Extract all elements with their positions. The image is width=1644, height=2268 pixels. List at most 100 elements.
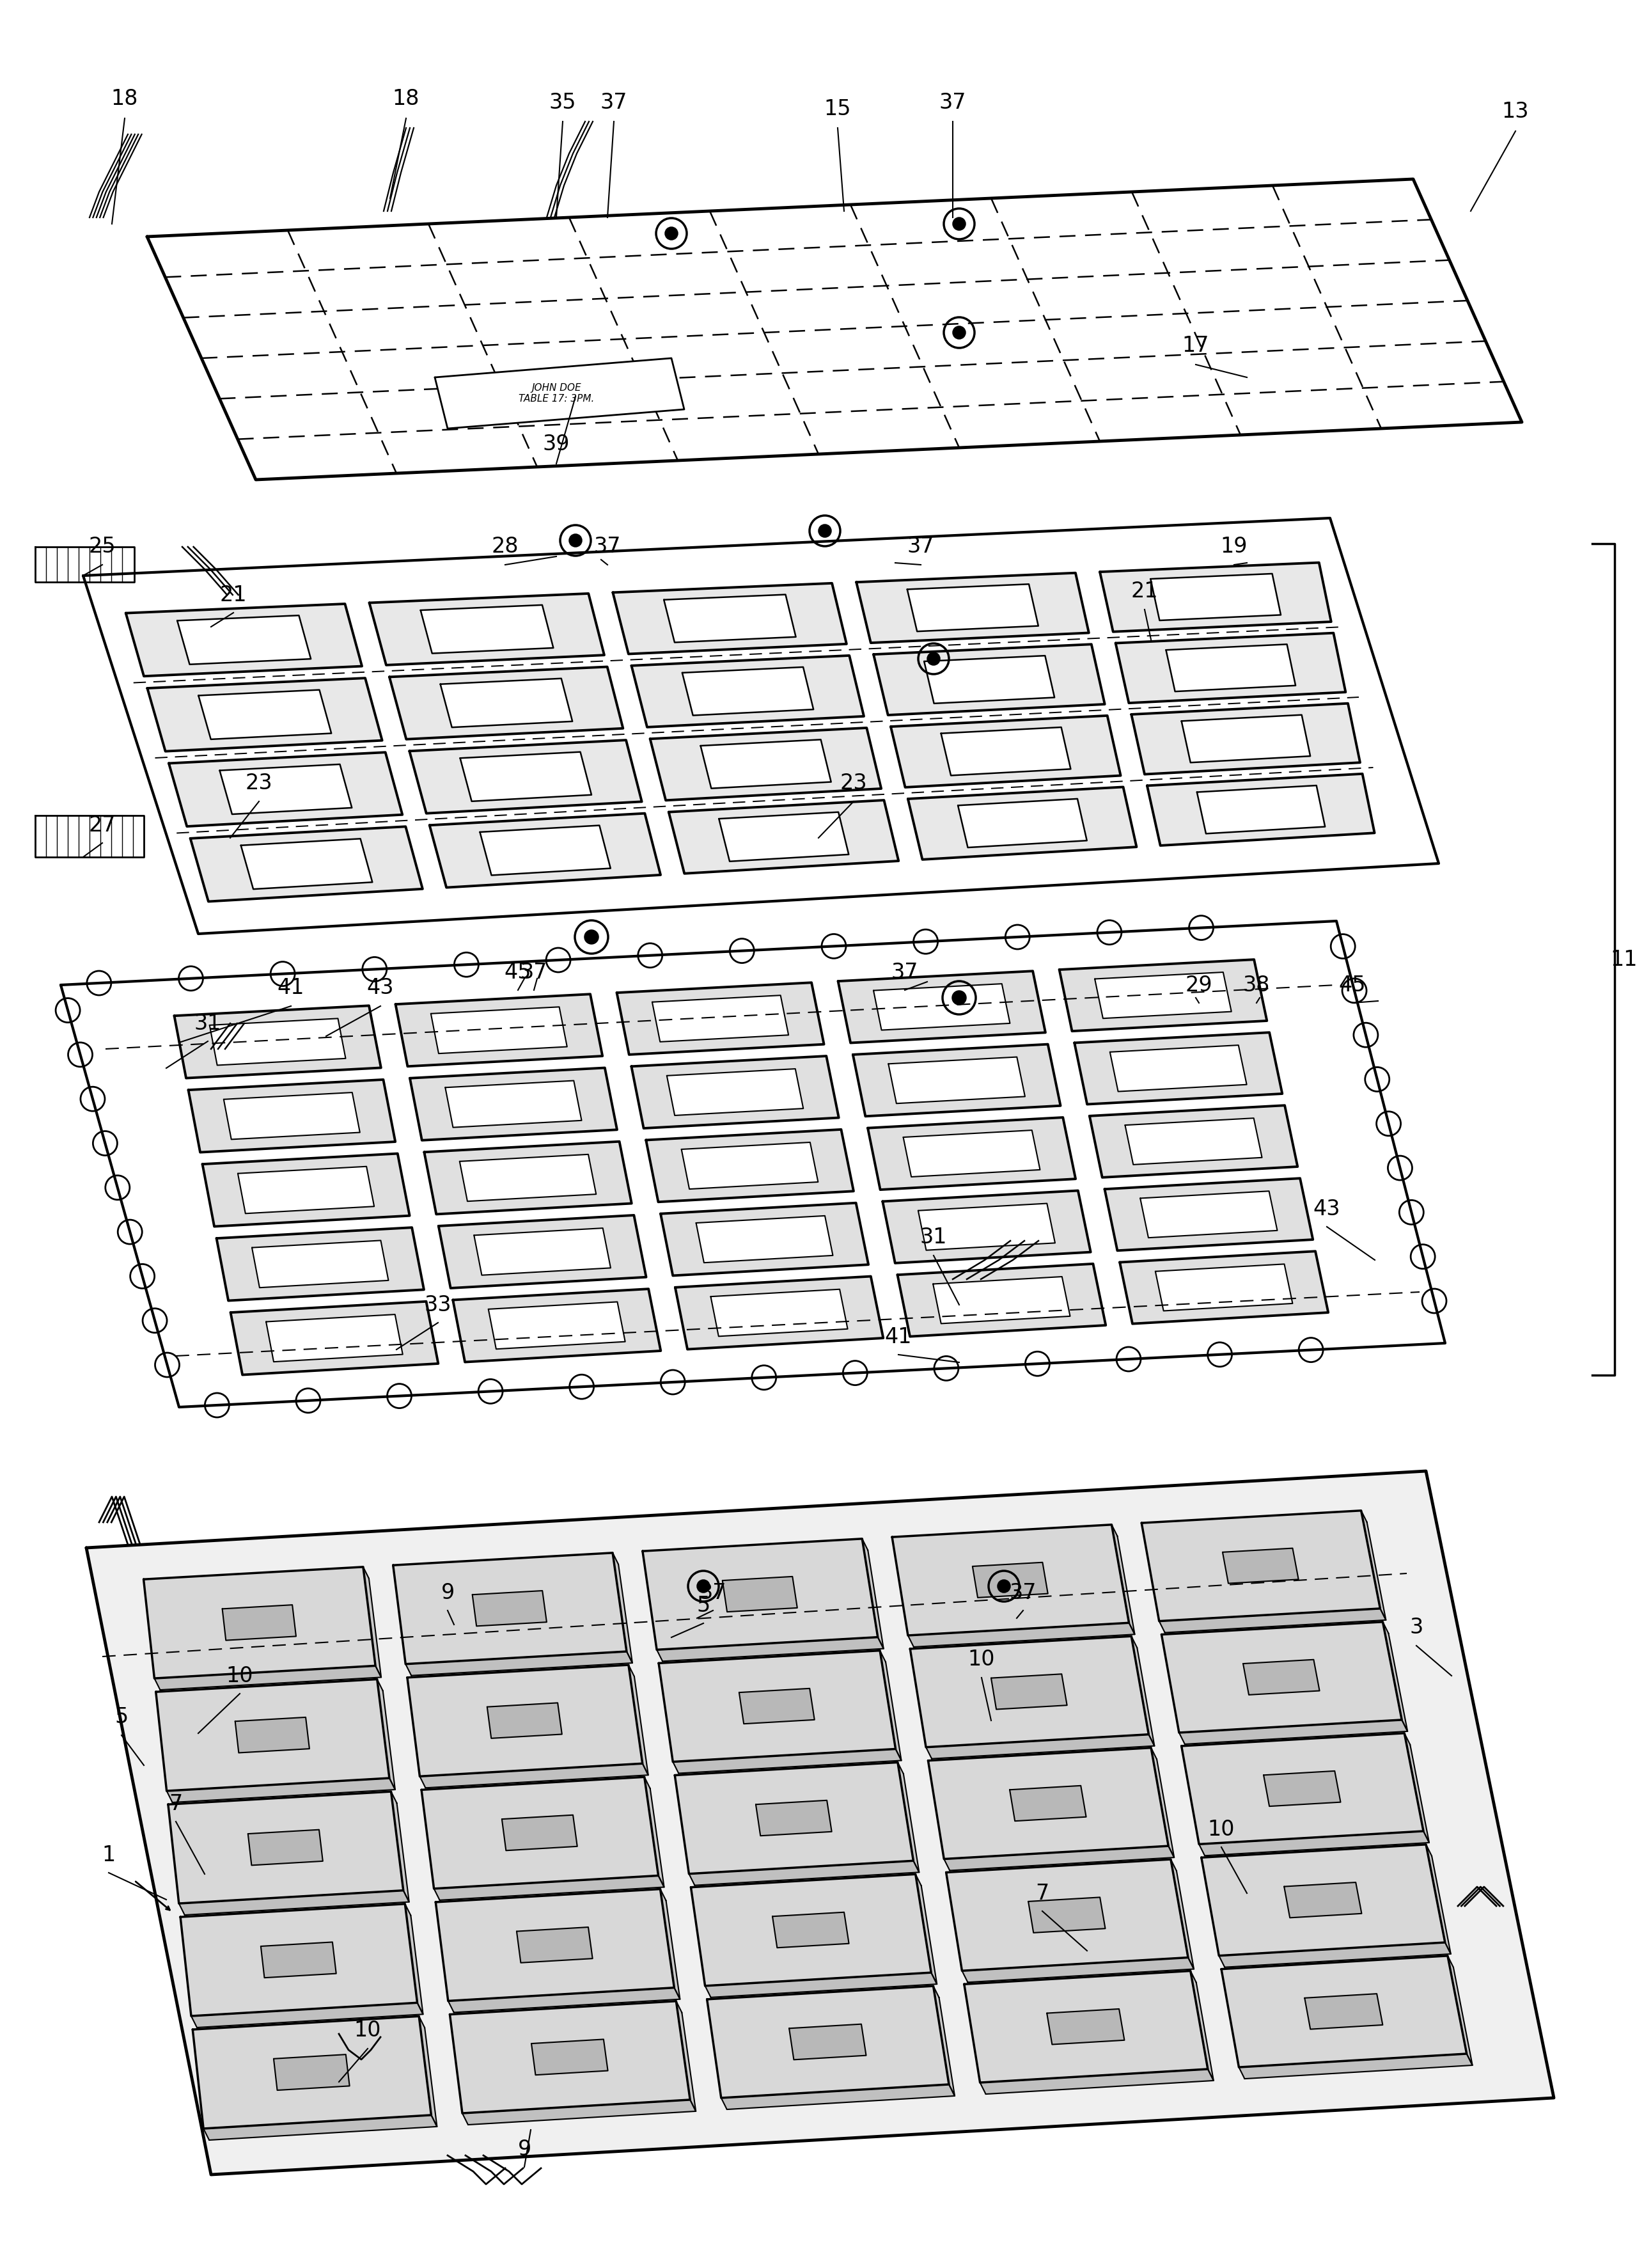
Text: 41: 41 <box>884 1327 912 1347</box>
Polygon shape <box>1240 2055 1473 2080</box>
Polygon shape <box>962 1957 1194 1982</box>
Text: 37: 37 <box>1009 1583 1037 1603</box>
Polygon shape <box>189 1080 395 1152</box>
Polygon shape <box>409 1068 616 1141</box>
Polygon shape <box>907 787 1136 860</box>
Text: 23: 23 <box>840 773 868 794</box>
Polygon shape <box>434 358 684 429</box>
Polygon shape <box>682 1143 819 1188</box>
Polygon shape <box>1131 1635 1154 1746</box>
Polygon shape <box>1141 1191 1277 1238</box>
Polygon shape <box>631 655 863 728</box>
Polygon shape <box>718 812 848 862</box>
Polygon shape <box>1110 1046 1246 1091</box>
Polygon shape <box>487 1703 562 1737</box>
Polygon shape <box>1028 1898 1105 1932</box>
Polygon shape <box>891 717 1121 787</box>
Polygon shape <box>991 1674 1067 1710</box>
Polygon shape <box>1059 959 1268 1032</box>
Circle shape <box>570 535 582 547</box>
Polygon shape <box>1047 2009 1124 2043</box>
Polygon shape <box>450 2000 690 2114</box>
Polygon shape <box>419 2016 437 2127</box>
Polygon shape <box>220 764 352 814</box>
Polygon shape <box>643 1538 878 1649</box>
Polygon shape <box>376 1678 395 1789</box>
Polygon shape <box>222 1606 296 1640</box>
Polygon shape <box>973 1563 1047 1597</box>
Polygon shape <box>191 2003 423 2028</box>
Polygon shape <box>926 1735 1154 1758</box>
Polygon shape <box>893 1524 1129 1635</box>
Circle shape <box>954 327 965 338</box>
Polygon shape <box>531 2039 608 2075</box>
Polygon shape <box>1218 1941 1450 1966</box>
Polygon shape <box>646 1129 853 1202</box>
Polygon shape <box>1264 1771 1340 1805</box>
Text: 23: 23 <box>245 773 273 794</box>
Polygon shape <box>695 1216 834 1263</box>
Polygon shape <box>174 1005 381 1077</box>
Polygon shape <box>722 1576 797 1613</box>
Text: 45: 45 <box>1338 975 1366 996</box>
Polygon shape <box>653 996 789 1041</box>
Circle shape <box>697 1581 709 1592</box>
Polygon shape <box>391 1792 409 1903</box>
Polygon shape <box>667 1068 804 1116</box>
Polygon shape <box>1111 1524 1134 1635</box>
Polygon shape <box>1105 1179 1314 1250</box>
Text: 18: 18 <box>393 88 419 109</box>
Polygon shape <box>252 1241 388 1288</box>
Polygon shape <box>613 583 847 653</box>
Polygon shape <box>449 1987 681 2012</box>
Polygon shape <box>740 1687 814 1724</box>
Polygon shape <box>168 1792 403 1903</box>
Text: 21: 21 <box>220 585 247 606</box>
Polygon shape <box>705 1973 937 1998</box>
Polygon shape <box>230 1302 439 1374</box>
Polygon shape <box>672 1749 901 1774</box>
Polygon shape <box>1124 1118 1263 1166</box>
Text: 10: 10 <box>227 1665 253 1687</box>
Polygon shape <box>1090 1105 1297 1177</box>
Polygon shape <box>460 753 592 801</box>
Text: 37: 37 <box>521 962 547 982</box>
Circle shape <box>666 227 677 238</box>
Polygon shape <box>773 1912 848 1948</box>
Polygon shape <box>1116 633 1346 703</box>
Polygon shape <box>408 1665 643 1776</box>
Polygon shape <box>1448 1955 1473 2066</box>
Polygon shape <box>710 1288 848 1336</box>
Circle shape <box>927 653 939 665</box>
Polygon shape <box>1221 1955 1466 2066</box>
Text: 37: 37 <box>907 535 934 558</box>
Polygon shape <box>707 1987 949 2098</box>
Circle shape <box>998 1581 1009 1592</box>
Text: 37: 37 <box>699 1583 727 1603</box>
Polygon shape <box>441 678 572 728</box>
Polygon shape <box>217 1227 424 1300</box>
Polygon shape <box>676 2000 695 2112</box>
Polygon shape <box>1383 1622 1407 1730</box>
Polygon shape <box>613 1554 633 1662</box>
Text: 10: 10 <box>1208 1819 1235 1839</box>
Polygon shape <box>944 1846 1174 1871</box>
Polygon shape <box>873 984 1009 1030</box>
Polygon shape <box>419 1765 648 1787</box>
Text: 37: 37 <box>593 535 621 558</box>
Polygon shape <box>452 1288 661 1363</box>
Polygon shape <box>934 1987 955 2096</box>
Polygon shape <box>224 1093 360 1139</box>
Polygon shape <box>1202 1844 1445 1955</box>
Text: 38: 38 <box>1243 975 1271 996</box>
Polygon shape <box>1156 1263 1292 1311</box>
Polygon shape <box>181 1903 418 2016</box>
Polygon shape <box>934 1277 1070 1325</box>
Text: 28: 28 <box>492 535 520 558</box>
Polygon shape <box>1197 785 1325 835</box>
Polygon shape <box>261 1941 335 1978</box>
Text: 27: 27 <box>89 814 117 835</box>
Text: 7: 7 <box>169 1794 182 1814</box>
Polygon shape <box>127 603 362 676</box>
Polygon shape <box>472 1590 547 1626</box>
